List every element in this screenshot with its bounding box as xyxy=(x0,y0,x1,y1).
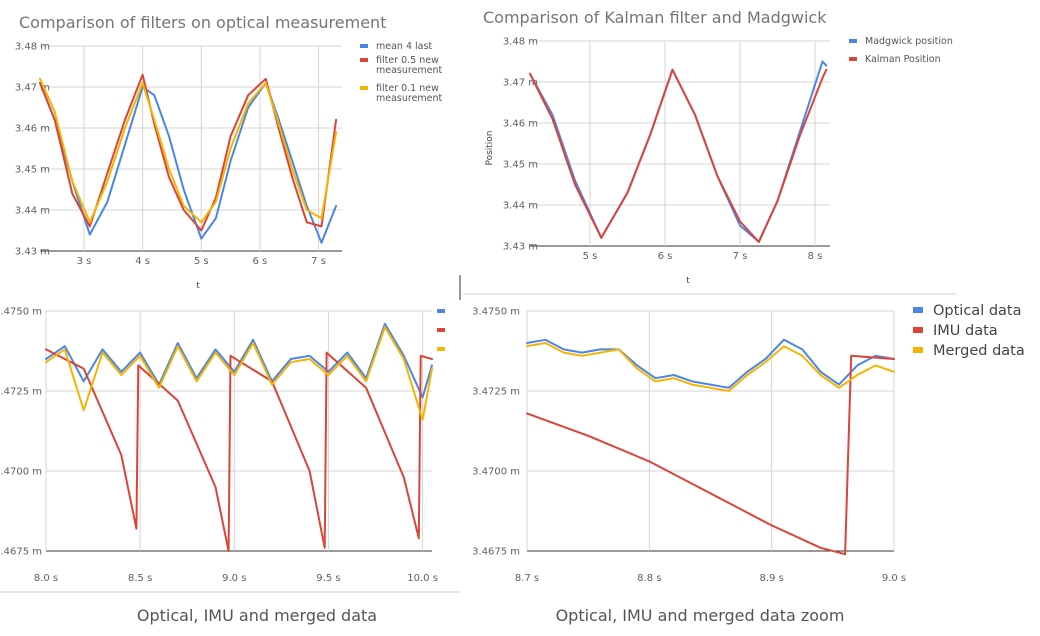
x-tick-label: 9.5 s xyxy=(316,573,340,584)
grid: 3.4675 m 3.4700 m 3.4725 m 3.4750 m 8.0 s 8.5… xyxy=(0,307,438,585)
x-tick-label: 9.0 s xyxy=(222,573,246,584)
legend-swatch xyxy=(849,57,857,61)
x-tick-label: 7 s xyxy=(311,256,326,267)
y-tick-label: 3.46 m xyxy=(503,119,538,130)
series-line-blue xyxy=(529,60,828,243)
legend-swatch xyxy=(913,307,923,313)
x-tick-label: 6 s xyxy=(253,256,268,267)
y-tick-label: 3.4750 m xyxy=(0,307,42,318)
y-tick-label: 3.4750 m xyxy=(472,307,520,318)
x-tick-label: 4 s xyxy=(135,256,150,267)
grid: 3.43 m 3.44 m 3.45 m 3.46 m 3.47 m 3.48 m 5 s 6… xyxy=(503,37,830,262)
series-line-yellow xyxy=(45,326,433,421)
legend-label: Kalman Position xyxy=(865,54,941,65)
y-tick-label: 3.48 m xyxy=(503,37,538,48)
legend-swatch xyxy=(360,86,368,90)
series-line-blue xyxy=(45,322,433,399)
plot-area xyxy=(529,60,828,243)
legend-swatch xyxy=(437,347,445,351)
x-tick-label: 8.7 s xyxy=(515,573,539,584)
y-tick-label: 3.45 m xyxy=(15,165,50,176)
y-tick-label: 3.44 m xyxy=(503,201,538,212)
y-tick-label: 3.4700 m xyxy=(472,467,520,478)
legend-label: mean 4 last xyxy=(376,41,432,52)
legend-label: IMU data xyxy=(933,323,998,339)
legend: Optical data IMU data Merged data xyxy=(913,303,1025,359)
y-tick-label: 3.4725 m xyxy=(0,387,42,398)
y-tick-label: 3.4675 m xyxy=(472,547,520,558)
y-tick-label: 3.45 m xyxy=(503,160,538,171)
chart-optical-imu-merged-zoom: 3.4675 m 3.4700 m 3.4725 m 3.4750 m 8.7 s 8.8… xyxy=(472,303,1025,625)
chart-filters: Comparison of filters on optical measure… xyxy=(15,13,443,291)
legend-swatch xyxy=(437,328,445,332)
grid: 3.4675 m 3.4700 m 3.4725 m 3.4750 m 8.7 s 8.8… xyxy=(472,307,906,585)
x-axis-label: t xyxy=(686,276,690,286)
x-axis-label: t xyxy=(196,281,200,291)
y-tick-label: 3.4725 m xyxy=(472,387,520,398)
y-tick-label: 3.4675 m xyxy=(0,547,42,558)
x-tick-label: 5 s xyxy=(583,251,598,262)
plot-area xyxy=(526,338,895,556)
y-tick-label: 3.47 m xyxy=(15,83,50,94)
series-line-blue xyxy=(526,338,895,389)
legend-label: measurement xyxy=(376,93,443,104)
legend-swatch xyxy=(849,39,857,43)
legend-label: Optical data xyxy=(933,303,1022,319)
legend-swatch xyxy=(913,327,923,333)
y-tick-label: 3.44 m xyxy=(15,206,50,217)
y-axis-label: Position xyxy=(485,130,495,165)
x-tick-label: 8.9 s xyxy=(760,573,784,584)
series-line-red xyxy=(526,354,895,556)
legend-swatch xyxy=(913,347,923,353)
series-line-red xyxy=(529,68,828,243)
plot-area xyxy=(45,322,433,552)
series-line-yellow xyxy=(526,342,895,392)
legend-label: Madgwick position xyxy=(865,36,953,47)
x-tick-label: 8.0 s xyxy=(34,573,58,584)
chart-caption: Optical, IMU and merged data zoom xyxy=(556,606,845,625)
y-tick-label: 3.43 m xyxy=(503,242,538,253)
chart-caption: Optical, IMU and merged data xyxy=(137,606,377,625)
x-tick-label: 8.5 s xyxy=(128,573,152,584)
y-tick-label: 3.4700 m xyxy=(0,467,42,478)
legend: Madgwick position Kalman Position xyxy=(849,36,953,65)
legend-label: filter 0.5 new xyxy=(376,55,439,66)
legend-swatch xyxy=(437,309,445,313)
x-tick-label: 10.0 s xyxy=(407,573,438,584)
x-tick-label: 8.8 s xyxy=(637,573,661,584)
legend-label: Merged data xyxy=(933,343,1025,359)
chart-optical-imu-merged: 3.4675 m 3.4700 m 3.4725 m 3.4750 m 8.0 s 8.5… xyxy=(0,307,445,625)
chart-kalman-madgwick: Comparison of Kalman filter and Madgwick… xyxy=(483,8,953,286)
y-tick-label: 3.43 m xyxy=(15,247,50,258)
series-line-yellow xyxy=(39,77,338,224)
x-tick-label: 3 s xyxy=(77,256,92,267)
plot-area xyxy=(39,73,338,244)
grid: 3.43 m 3.44 m 3.45 m 3.46 m 3.47 m 3.48 m 3 s 4… xyxy=(15,42,342,267)
legend-swatch xyxy=(360,44,368,48)
x-tick-label: 9.0 s xyxy=(882,573,906,584)
legend-label: filter 0.1 new xyxy=(376,83,439,94)
legend-label: measurement xyxy=(376,65,443,76)
y-tick-label: 3.48 m xyxy=(15,42,50,53)
series-line-red xyxy=(45,348,433,552)
x-tick-label: 7 s xyxy=(733,251,748,262)
y-tick-label: 3.46 m xyxy=(15,124,50,135)
x-tick-label: 5 s xyxy=(194,256,209,267)
legend-swatch xyxy=(360,58,368,62)
x-tick-label: 8 s xyxy=(808,251,823,262)
y-tick-label: 3.47 m xyxy=(503,78,538,89)
chart-title: Comparison of Kalman filter and Madgwick xyxy=(483,8,827,27)
x-tick-label: 6 s xyxy=(658,251,673,262)
chart-title: Comparison of filters on optical measure… xyxy=(19,13,386,32)
legend xyxy=(437,309,445,351)
